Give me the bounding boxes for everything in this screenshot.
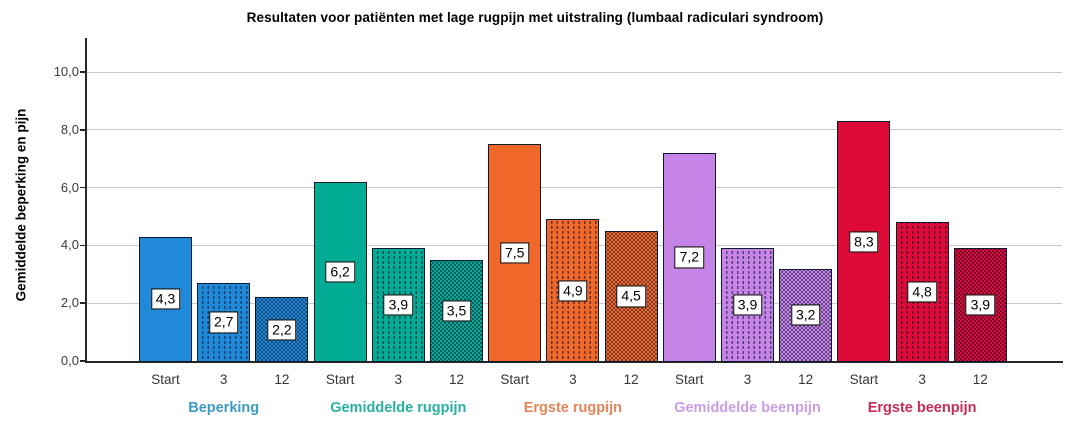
bar-value-label: 4,8: [907, 281, 937, 303]
bar-beperking-12: 2,2: [255, 297, 309, 362]
x-tick-label: Start: [325, 372, 355, 387]
bar-ergste-rugpijn-start: 7,5: [488, 144, 542, 362]
y-tick-mark: [80, 360, 85, 362]
y-tick-label: 6,0: [60, 179, 79, 195]
gridline: [87, 187, 1062, 189]
gridline: [87, 129, 1062, 131]
bar-ergste-beenpijn-3: 4,8: [895, 222, 949, 362]
bar-beperking-start: 4,3: [139, 236, 192, 362]
bar-gemiddelde-beenpijn-start: 7,2: [662, 152, 716, 362]
y-axis-title: Gemiddelde beperking en pijn: [13, 108, 29, 302]
y-tick-mark: [80, 244, 85, 247]
y-tick-mark: [80, 71, 85, 73]
bar-value-label: 3,5: [441, 300, 472, 322]
bar-ergste-beenpijn-start: 8,3: [837, 121, 891, 362]
bar-gemiddelde-rugpijn-start: 6,2: [313, 181, 367, 362]
bar-value-label: 3,2: [790, 304, 821, 326]
x-tick-label: 3: [918, 372, 926, 387]
x-tick-label: 3: [743, 372, 752, 387]
y-tick-label: 0,0: [60, 353, 79, 368]
y-tick-mark: [80, 129, 85, 131]
x-tick-label: Start: [500, 372, 529, 387]
bar-value-label: 3,9: [383, 294, 414, 316]
group-label-ergste-rugpijn: Ergste rugpijn: [523, 400, 623, 416]
y-tick-mark: [80, 302, 85, 304]
x-tick-label: 12: [274, 372, 290, 387]
bar-value-label: 6,2: [325, 261, 355, 283]
bar-value-label: 4,5: [616, 285, 646, 307]
y-tick-label: 10,0: [53, 64, 79, 79]
bar-gemiddelde-beenpijn-12: 3,2: [779, 268, 833, 362]
x-tick-label: 3: [394, 372, 403, 387]
x-tick-label: 12: [972, 372, 988, 387]
x-tick-label: 12: [623, 372, 639, 387]
bar-value-label: 2,7: [208, 311, 239, 334]
y-axis-line: [85, 38, 87, 362]
x-tick-label: 12: [798, 372, 814, 387]
x-tick-label: 12: [448, 372, 465, 387]
bar-value-label: 4,3: [150, 288, 181, 310]
group-label-gemiddelde-rugpijn: Gemiddelde rugpijn: [330, 400, 467, 416]
group-label-ergste-beenpijn: Ergste beenpijn: [867, 400, 977, 416]
bar-value-label: 8,3: [849, 231, 879, 253]
bar-value-label: 2,2: [267, 319, 297, 341]
bar-ergste-beenpijn-12: 3,9: [953, 248, 1007, 362]
x-tick-label: Start: [151, 372, 180, 387]
bar-gemiddelde-rugpijn-3: 3,9: [371, 248, 425, 362]
y-tick-label: 8,0: [60, 121, 79, 137]
bar-value-label: 7,5: [499, 242, 530, 264]
bar-value-label: 7,2: [674, 246, 705, 268]
y-tick-label: 4,0: [60, 237, 79, 253]
chart-title: Resultaten voor patiënten met lage rugpi…: [246, 10, 824, 25]
bar-gemiddelde-beenpijn-3: 3,9: [721, 248, 774, 362]
x-tick-label: Start: [849, 372, 879, 387]
x-tick-label: Start: [675, 372, 704, 387]
y-tick-label: 2,0: [60, 295, 79, 311]
bar-gemiddelde-rugpijn-12: 3,5: [430, 259, 483, 362]
y-tick-mark: [80, 186, 85, 189]
x-tick-label: 3: [569, 372, 577, 387]
x-tick-label: 3: [219, 372, 228, 387]
gridline: [87, 71, 1062, 73]
bar-beperking-3: 2,7: [197, 282, 251, 362]
bar-value-label: 3,9: [965, 294, 996, 316]
bar-ergste-rugpijn-3: 4,9: [546, 219, 600, 362]
group-label-beperking: Beperking: [188, 400, 260, 416]
bar-value-label: 4,9: [558, 280, 588, 302]
bar-ergste-rugpijn-12: 4,5: [604, 230, 658, 362]
group-label-gemiddelde-beenpijn: Gemiddelde beenpijn: [674, 400, 821, 416]
bar-value-label: 3,9: [732, 294, 763, 316]
